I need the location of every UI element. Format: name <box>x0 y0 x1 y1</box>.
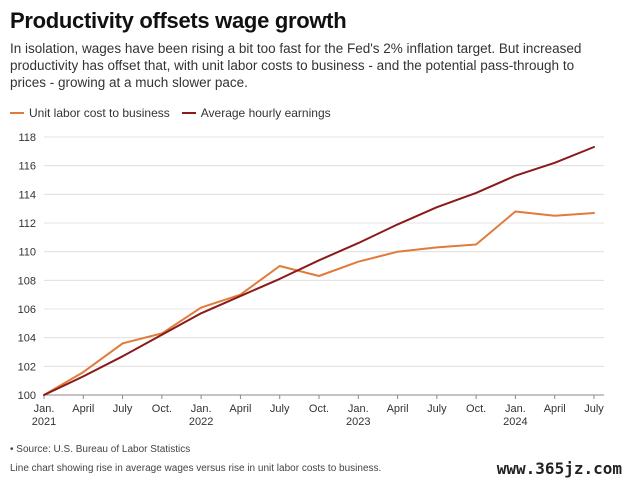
x-tick-year-4: 2022 <box>189 416 213 428</box>
y-tick-label-108: 108 <box>18 275 36 287</box>
x-tick-label-5: April <box>229 403 251 415</box>
x-tick-label-6: July <box>270 403 290 415</box>
x-tick-label-4: Jan. <box>191 403 212 415</box>
legend-swatch-average-hourly-earnings <box>181 112 196 114</box>
x-tick-label-7: Oct. <box>309 403 329 415</box>
y-tick-label-102: 102 <box>18 361 36 373</box>
x-tick-label-1: April <box>72 403 94 415</box>
chart-subtitle: In isolation, wages have been rising a b… <box>10 41 582 90</box>
x-tick-year-12: 2024 <box>503 416 527 428</box>
y-tick-label-112: 112 <box>18 218 36 230</box>
x-tick-label-0: Jan. <box>34 403 55 415</box>
x-tick-year-8: 2023 <box>346 416 370 428</box>
y-tick-label-118: 118 <box>18 132 36 144</box>
legend-item-unit-labor-cost: Unit labor cost to business <box>10 106 170 120</box>
legend-label-average-hourly-earnings: Average hourly earnings <box>200 106 331 120</box>
x-tick-label-2: July <box>113 403 133 415</box>
y-tick-label-114: 114 <box>18 189 36 201</box>
x-tick-year-0: 2021 <box>32 416 56 428</box>
series-line-unit-labor-cost <box>43 210 595 396</box>
y-tick-label-100: 100 <box>18 390 36 402</box>
series-line-average-hourly-earnings <box>43 146 595 396</box>
x-tick-label-9: April <box>387 403 409 415</box>
legend-swatch-unit-labor-cost <box>10 112 24 114</box>
x-tick-label-14: July <box>584 403 604 415</box>
line-chart: 100102104106108110112114116118Jan.2021Ap… <box>18 132 605 428</box>
y-tick-label-110: 110 <box>18 247 36 259</box>
chart-note: Line chart showing rise in average wages… <box>10 463 382 474</box>
y-tick-label-104: 104 <box>18 333 36 345</box>
x-tick-label-3: Oct. <box>152 403 172 415</box>
y-tick-label-106: 106 <box>18 304 36 316</box>
x-tick-label-13: April <box>544 403 566 415</box>
chart-title: Productivity offsets wage growth <box>10 8 347 33</box>
x-tick-label-8: Jan. <box>348 403 369 415</box>
watermark: www.365jz.com <box>496 459 622 478</box>
legend-label-unit-labor-cost: Unit labor cost to business <box>29 106 170 120</box>
chart-source: • Source: U.S. Bureau of Labor Statistic… <box>10 444 191 455</box>
y-tick-label-116: 116 <box>18 161 36 173</box>
x-tick-label-10: July <box>427 403 447 415</box>
legend-item-average-hourly-earnings: Average hourly earnings <box>181 106 331 120</box>
x-tick-label-12: Jan. <box>505 403 526 415</box>
chart-legend: Unit labor cost to business Average hour… <box>10 106 331 120</box>
x-tick-label-11: Oct. <box>466 403 486 415</box>
